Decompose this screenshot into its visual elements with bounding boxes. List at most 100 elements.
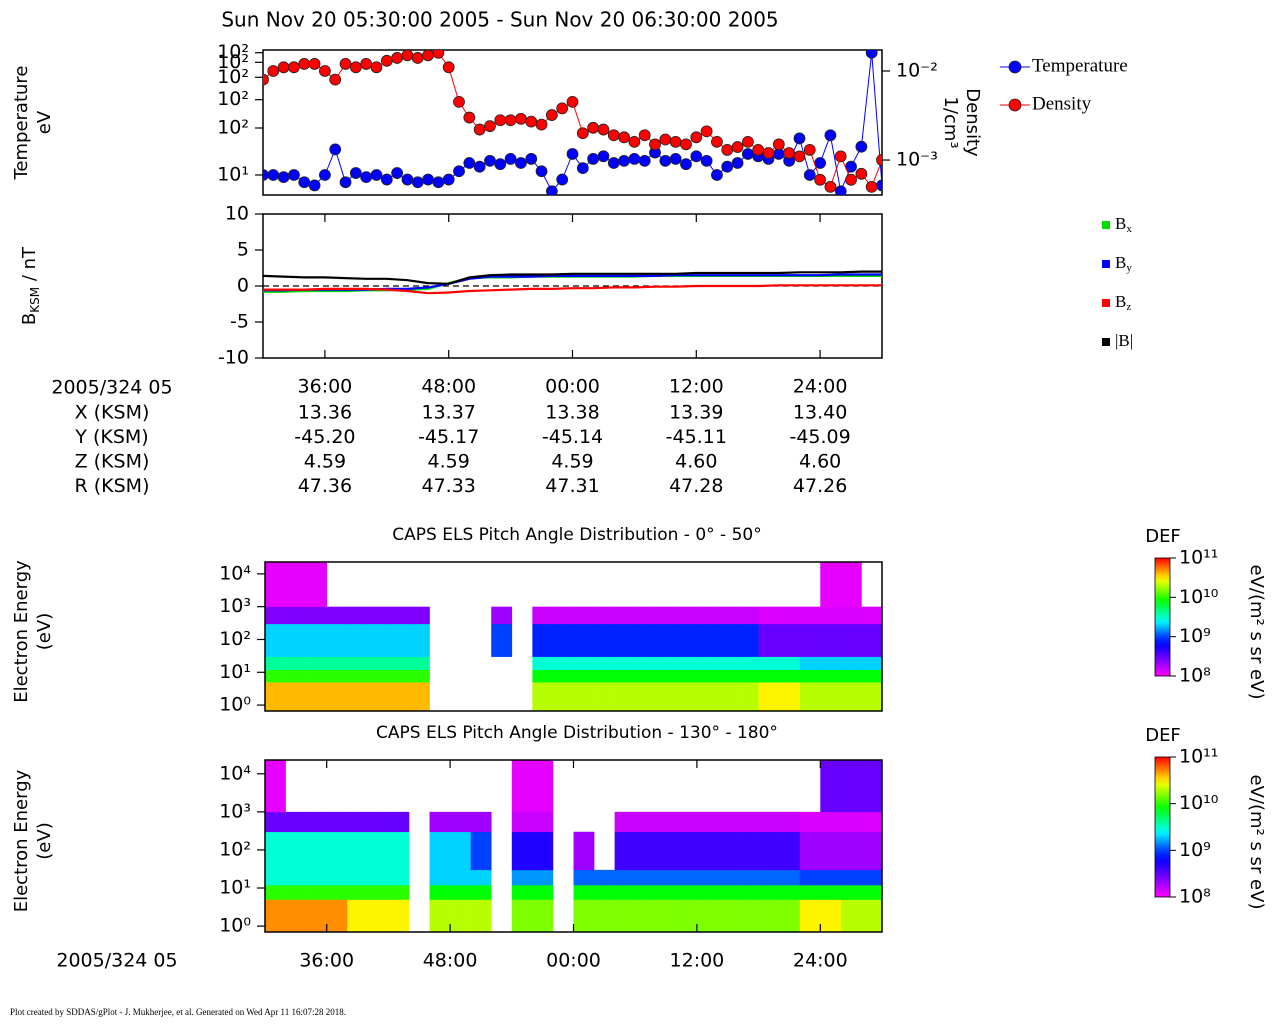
- colorbar-tick-label: 10¹¹: [1179, 746, 1218, 768]
- heatmap-cell: [614, 623, 636, 657]
- y-tick-label: 10²: [217, 51, 249, 73]
- legend-swatch: [1102, 221, 1110, 229]
- heatmap-cell: [388, 885, 410, 900]
- heatmap-cell: [655, 811, 677, 833]
- series-marker: [422, 173, 434, 186]
- heatmap-cell: [552, 606, 574, 625]
- heatmap-cell: [614, 811, 636, 833]
- heatmap-cell: [326, 831, 348, 871]
- heatmap-cell: [367, 606, 389, 625]
- series-marker: [587, 152, 600, 165]
- heatmap-cell: [717, 885, 739, 900]
- x-tick-label: 12:00: [669, 376, 724, 398]
- series-marker: [659, 133, 672, 146]
- ephemeris-value: -45.14: [542, 426, 603, 448]
- series-marker: [845, 173, 857, 186]
- series-marker: [628, 135, 641, 148]
- series-marker: [834, 150, 847, 163]
- series-marker: [494, 158, 507, 171]
- heatmap-cell: [470, 811, 492, 833]
- series-marker: [463, 111, 476, 124]
- heatmap-cell: [861, 656, 883, 670]
- heatmap-cell: [635, 682, 657, 712]
- heatmap-cell: [532, 606, 554, 625]
- heatmap-cell: [347, 669, 369, 683]
- legend-label: Temperature: [1032, 55, 1128, 76]
- heatmap-cell: [676, 682, 698, 712]
- series-marker: [525, 152, 538, 165]
- series-marker: [401, 173, 414, 186]
- series-marker: [484, 154, 496, 167]
- panel-title: CAPS ELS Pitch Angle Distribution - 0° -…: [392, 525, 761, 545]
- heatmap-cell: [594, 682, 615, 712]
- series-marker: [422, 50, 434, 62]
- series-marker: [318, 65, 331, 77]
- heatmap-cell: [738, 869, 759, 886]
- heatmap-cell: [861, 811, 883, 833]
- series-marker: [349, 167, 362, 179]
- heatmap-cell: [450, 869, 471, 886]
- heatmap-cell: [470, 899, 492, 933]
- heatmap-cell: [285, 885, 307, 900]
- heatmap-cell: [676, 899, 698, 933]
- heatmap-cell: [799, 606, 821, 625]
- series-marker: [329, 143, 342, 156]
- heatmap-cell: [265, 885, 286, 900]
- heatmap-cell: [758, 623, 780, 657]
- heatmap-cell: [326, 623, 348, 657]
- heatmap-cell: [655, 885, 677, 900]
- heatmap-cell: [696, 669, 718, 683]
- heatmap-cell: [347, 682, 369, 712]
- heatmap-cell: [347, 885, 369, 900]
- heatmap-cell: [265, 606, 286, 625]
- series-marker: [680, 158, 692, 171]
- heatmap-cell: [450, 899, 471, 933]
- heatmap-cell: [285, 623, 307, 657]
- heatmap-cell: [738, 656, 759, 670]
- heatmap-cell: [779, 811, 801, 833]
- heatmap-cell: [594, 656, 615, 670]
- heatmap-cell: [738, 899, 759, 933]
- series-marker: [267, 65, 280, 77]
- heatmap-cell: [696, 811, 718, 833]
- ephemeris-value: 4.60: [799, 451, 841, 473]
- series-marker: [277, 61, 290, 74]
- heatmap-cell: [285, 606, 307, 625]
- x-tick-label: 36:00: [298, 376, 353, 398]
- y-axis-label: BKSM / nT: [19, 246, 42, 325]
- heatmap-cell: [388, 869, 410, 886]
- heatmap-cell: [388, 682, 410, 712]
- heatmap-cell: [594, 623, 615, 657]
- heatmap-cell: [326, 811, 348, 833]
- heatmap-cell: [717, 623, 739, 657]
- heatmap-cell: [532, 831, 554, 871]
- heatmap-cell: [696, 682, 718, 712]
- heatmap-cell: [676, 669, 698, 683]
- heatmap-cell: [655, 831, 677, 871]
- heatmap-cell: [696, 623, 718, 657]
- series-marker: [339, 58, 352, 70]
- heatmap-cell: [799, 831, 821, 871]
- series-marker: [556, 102, 569, 115]
- y-tick-label: -10: [218, 347, 249, 369]
- heatmap-cell: [265, 831, 286, 871]
- ephemeris-value: 47.31: [545, 475, 599, 497]
- heatmap-cell: [635, 656, 657, 670]
- heatmap-cell: [655, 623, 677, 657]
- series-marker: [432, 176, 445, 189]
- y-tick-label: 10⁴: [219, 762, 251, 784]
- heatmap-cell: [265, 562, 286, 607]
- ephemeris-value: 47.36: [298, 475, 352, 497]
- heatmap-cell: [840, 669, 862, 683]
- series-marker: [267, 169, 280, 181]
- series-marker: [700, 125, 713, 138]
- series-marker: [762, 147, 775, 159]
- series-marker: [814, 173, 826, 186]
- x-axis-label: 2005/324 05: [56, 950, 177, 972]
- series-marker: [587, 121, 600, 134]
- ephemeris-value: 47.33: [421, 475, 475, 497]
- x-tick-label: 24:00: [793, 950, 848, 972]
- heatmap-cell: [532, 623, 554, 657]
- heatmap-cell: [717, 811, 739, 833]
- legend-sub: x: [1126, 223, 1132, 235]
